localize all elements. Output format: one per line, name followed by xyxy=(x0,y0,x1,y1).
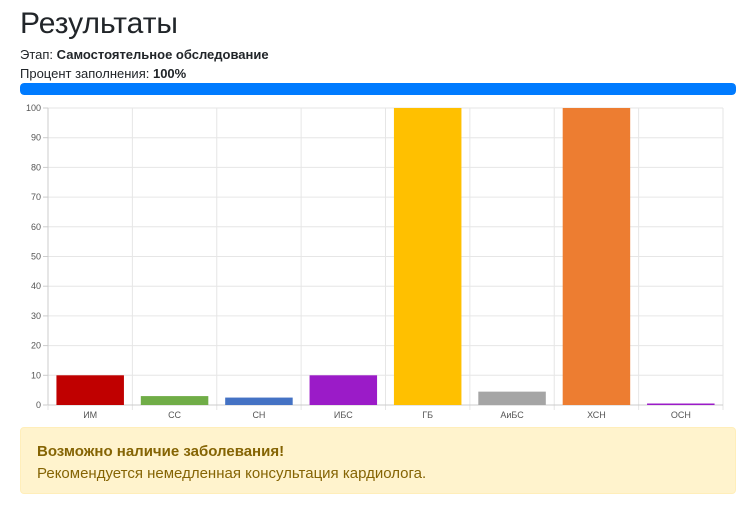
bar-3 xyxy=(225,397,293,405)
fill-percent-line: Процент заполнения: 100% xyxy=(20,65,186,83)
y-tick-label: 80 xyxy=(31,162,41,172)
y-tick-label: 70 xyxy=(31,192,41,202)
bar-4 xyxy=(309,375,378,405)
y-tick-label: 40 xyxy=(31,281,41,291)
y-tick-label: 0 xyxy=(36,400,41,410)
x-tick-label: ИМ xyxy=(83,410,97,420)
y-tick-label: 20 xyxy=(31,341,41,351)
x-tick-label: АиБС xyxy=(500,410,524,420)
page-title: Результаты xyxy=(20,7,178,40)
y-tick-label: 90 xyxy=(31,133,41,143)
x-tick-label: СС xyxy=(168,410,181,420)
warning-alert: Возможно наличие заболевания! Рекомендуе… xyxy=(20,427,736,494)
y-tick-label: 60 xyxy=(31,222,41,232)
stage-value: Самостоятельное обследование xyxy=(56,47,269,62)
bar-7 xyxy=(562,108,631,405)
x-tick-label: СН xyxy=(252,410,265,420)
y-tick-label: 100 xyxy=(26,103,41,113)
x-tick-label: ОСН xyxy=(671,410,691,420)
y-tick-label: 10 xyxy=(31,370,41,380)
alert-text: Рекомендуется немедленная консультация к… xyxy=(37,465,427,482)
y-tick-label: 30 xyxy=(31,311,41,321)
fill-progress-fill xyxy=(20,83,736,95)
fill-progress-bar xyxy=(20,83,736,95)
x-tick-label: ИБС xyxy=(334,410,353,420)
bar-5 xyxy=(393,108,462,405)
bar-2 xyxy=(140,396,209,405)
stage-line: Этап: Самостоятельное обследование xyxy=(20,46,269,64)
stage-label: Этап: xyxy=(20,47,54,62)
bar-8 xyxy=(647,403,715,405)
x-tick-label: ХСН xyxy=(587,410,606,420)
fill-percent-value: 100% xyxy=(152,66,187,81)
results-bar-chart: 0 10 20 30 40 50 60 70 80 90 100 ИМ СС СН ИБС ГБ АиБС ХСН… xyxy=(26,103,724,420)
fill-percent-label: Процент заполнения: xyxy=(20,66,150,81)
y-tick-label: 50 xyxy=(31,252,41,262)
bar-6 xyxy=(478,391,546,405)
x-tick-label: ГБ xyxy=(422,410,433,420)
bar-1 xyxy=(56,375,124,405)
alert-heading: Возможно наличие заболевания! xyxy=(37,443,285,460)
